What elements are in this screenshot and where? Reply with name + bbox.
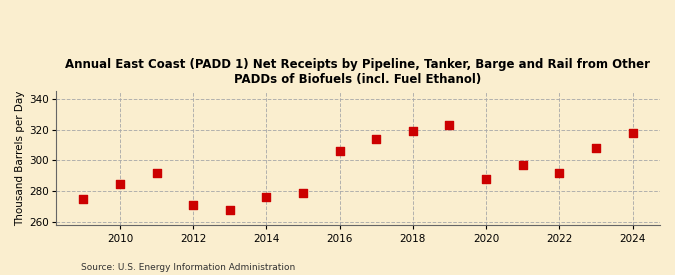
Point: [298, 191, 308, 195]
Point: [554, 170, 565, 175]
Point: [151, 170, 162, 175]
Text: Source: U.S. Energy Information Administration: Source: U.S. Energy Information Administ…: [81, 263, 295, 272]
Point: [408, 129, 418, 133]
Point: [188, 203, 198, 207]
Point: [444, 123, 455, 127]
Point: [481, 177, 491, 181]
Title: Annual East Coast (PADD 1) Net Receipts by Pipeline, Tanker, Barge and Rail from: Annual East Coast (PADD 1) Net Receipts …: [65, 58, 651, 86]
Point: [334, 149, 345, 153]
Y-axis label: Thousand Barrels per Day: Thousand Barrels per Day: [15, 90, 25, 226]
Point: [371, 137, 381, 141]
Point: [627, 130, 638, 135]
Point: [115, 181, 126, 186]
Point: [78, 197, 88, 201]
Point: [261, 195, 272, 200]
Point: [224, 208, 235, 212]
Point: [591, 146, 601, 150]
Point: [517, 163, 528, 167]
